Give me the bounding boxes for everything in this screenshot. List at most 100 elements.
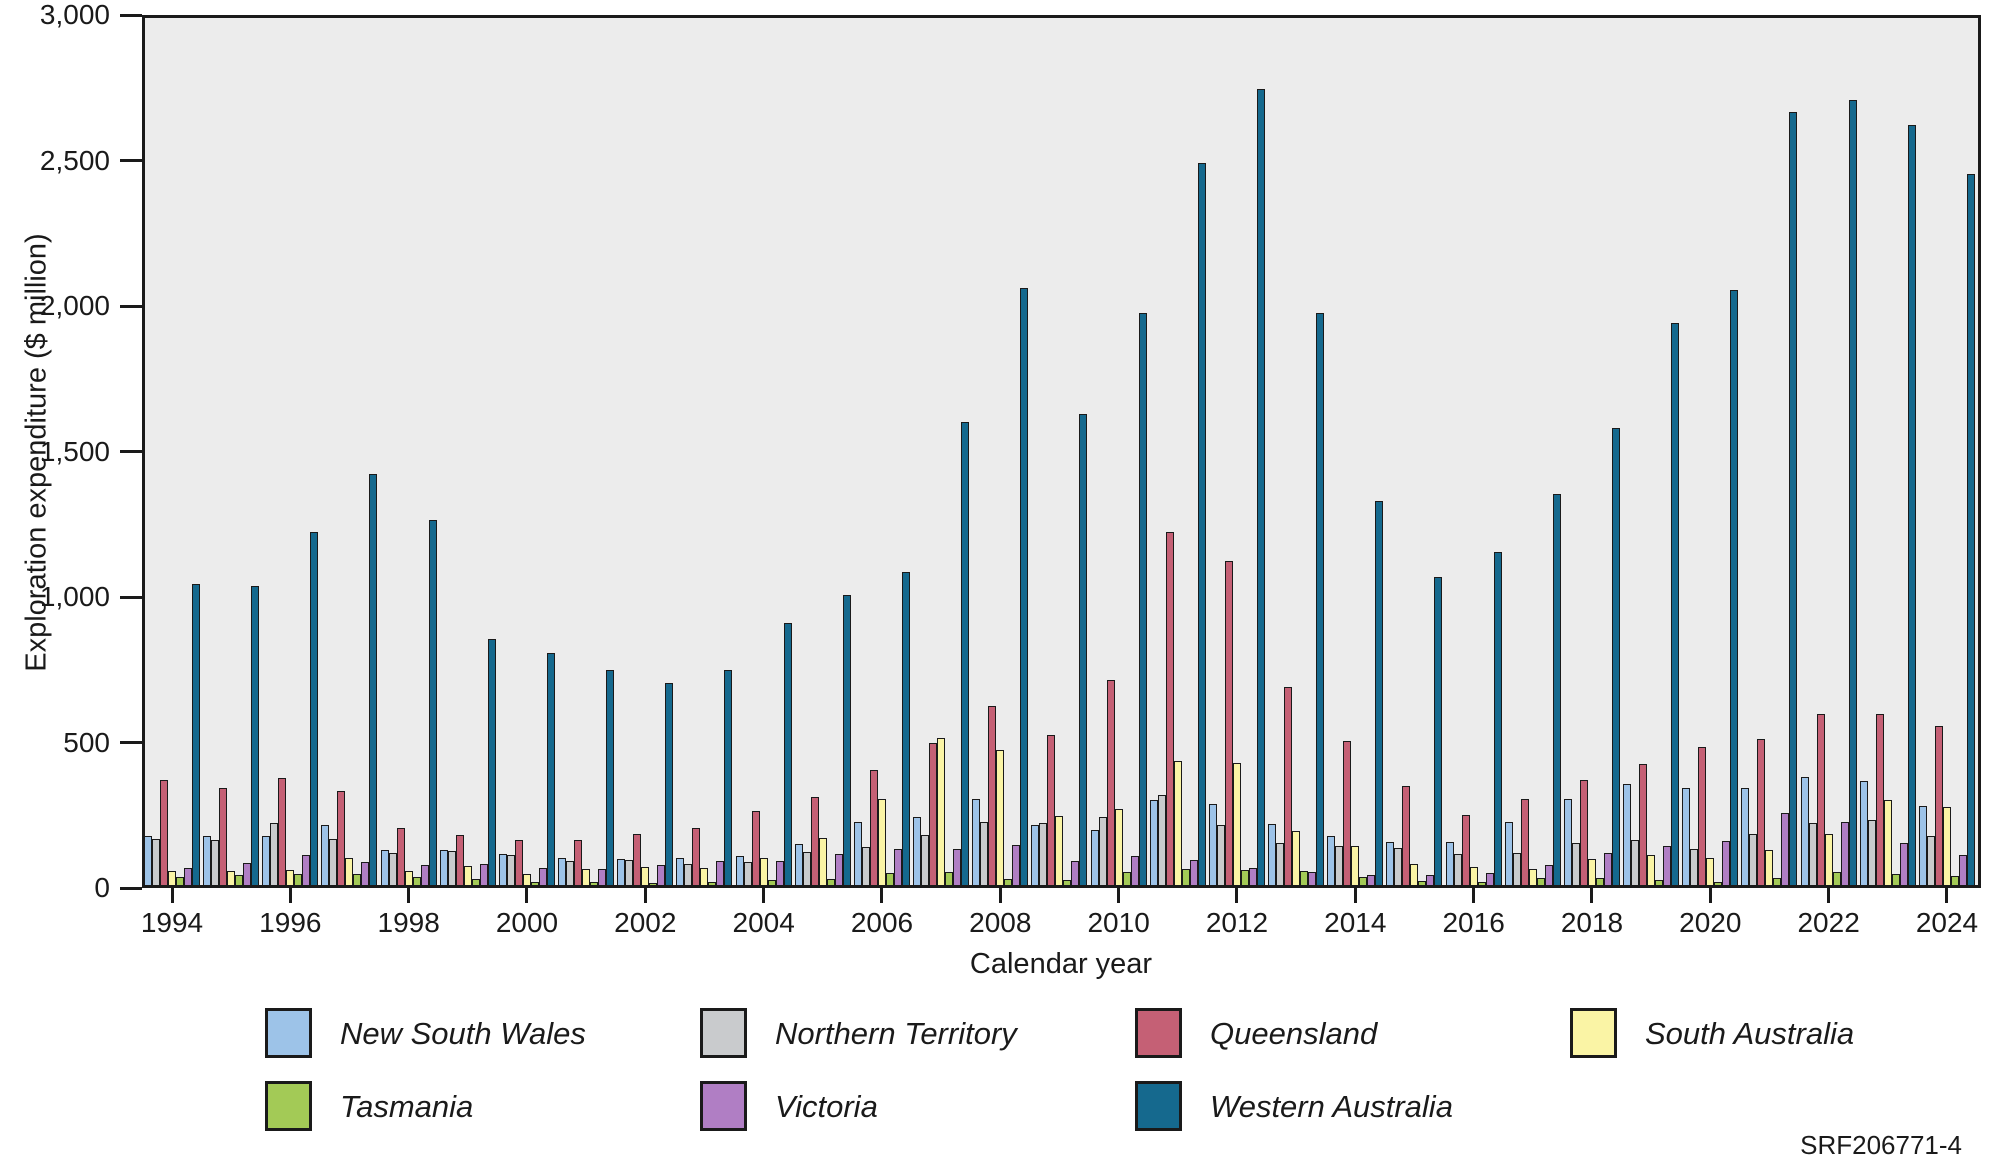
bar-northern-territory-2013	[1276, 842, 1285, 885]
bar-tasmania-2002	[649, 882, 658, 885]
x-tick-label: 2004	[732, 907, 795, 938]
bar-queensland-2006	[869, 770, 878, 885]
bar-queensland-2002	[633, 833, 642, 885]
y-tick-label: 500	[63, 726, 110, 758]
bar-western-australia-2009	[1079, 413, 1088, 885]
bar-new-south-wales-2006	[853, 821, 862, 885]
bar-northern-territory-2001	[566, 860, 575, 885]
bar-victoria-2020	[1722, 841, 1731, 885]
bar-western-australia-2018	[1611, 428, 1620, 885]
bar-western-australia-2016	[1493, 551, 1502, 885]
bar-northern-territory-1996	[270, 823, 279, 885]
bar-western-australia-2017	[1552, 493, 1561, 885]
bar-western-australia-2002	[665, 683, 674, 885]
x-tick-mark	[1945, 888, 1949, 903]
bar-northern-territory-2006	[861, 847, 870, 885]
bar-victoria-2017	[1544, 865, 1553, 885]
bar-northern-territory-2022	[1808, 822, 1817, 885]
bar-victoria-2010	[1130, 855, 1139, 885]
bar-south-australia-1998	[404, 871, 413, 885]
bar-western-australia-2020	[1730, 289, 1739, 885]
bar-south-australia-2009	[1055, 816, 1064, 885]
bar-queensland-2001	[574, 840, 583, 885]
x-tick-label: 2002	[614, 907, 677, 938]
bar-queensland-1996	[278, 778, 287, 885]
bar-new-south-wales-2011	[1149, 800, 1158, 885]
bar-tasmania-1997	[353, 873, 362, 885]
bar-queensland-2024	[1934, 725, 1943, 885]
bar-northern-territory-2010	[1098, 816, 1107, 885]
bar-victoria-2004	[775, 860, 784, 885]
x-tick-label: 2016	[1442, 907, 1505, 938]
bar-victoria-2023	[1899, 842, 1908, 885]
bar-western-australia-1996	[310, 532, 319, 885]
bar-queensland-2003	[692, 827, 701, 885]
bar-south-australia-1997	[345, 857, 354, 885]
bar-south-australia-2004	[759, 857, 768, 885]
bar-new-south-wales-2009	[1031, 825, 1040, 885]
bar-tasmania-2023	[1891, 874, 1900, 885]
bar-south-australia-2021	[1765, 849, 1774, 885]
x-tick-mark	[407, 888, 411, 903]
bar-victoria-2008	[1012, 845, 1021, 885]
bar-victoria-2007	[953, 848, 962, 885]
bar-new-south-wales-2018	[1563, 798, 1572, 885]
bar-northern-territory-2024	[1926, 835, 1935, 885]
x-tick-mark	[1235, 888, 1239, 903]
x-tick-label: 1998	[377, 907, 440, 938]
bar-new-south-wales-2020	[1682, 788, 1691, 885]
bar-western-australia-1994	[192, 583, 200, 885]
y-tick-mark	[120, 159, 142, 162]
x-tick-mark	[1590, 888, 1594, 903]
bar-queensland-2005	[810, 796, 819, 885]
y-tick-label: 2,500	[39, 144, 110, 176]
bar-new-south-wales-2001	[558, 857, 567, 885]
bar-south-australia-2002	[641, 866, 650, 885]
bar-northern-territory-2005	[802, 851, 811, 885]
bar-western-australia-2000	[546, 653, 555, 885]
y-tick-label: 1,500	[39, 435, 110, 467]
bar-western-australia-1998	[428, 519, 437, 885]
bar-tasmania-1998	[412, 876, 421, 885]
bar-new-south-wales-2010	[1090, 829, 1099, 885]
bar-western-australia-2007	[961, 422, 970, 885]
bar-western-australia-1995	[251, 585, 260, 885]
bar-tasmania-2006	[885, 873, 894, 885]
bar-northern-territory-2000	[506, 854, 515, 885]
bar-south-australia-2024	[1942, 807, 1951, 885]
bar-new-south-wales-2024	[1918, 806, 1927, 885]
bar-victoria-1996	[302, 855, 311, 885]
bar-western-australia-2003	[724, 669, 733, 885]
legend-label: Victoria	[775, 1089, 878, 1124]
bar-new-south-wales-2023	[1859, 781, 1868, 885]
bar-northern-territory-2007	[921, 835, 930, 885]
bar-tasmania-2010	[1122, 871, 1131, 885]
bar-tasmania-2009	[1063, 880, 1072, 885]
bar-victoria-2006	[893, 849, 902, 885]
bar-northern-territory-2020	[1690, 848, 1699, 885]
bar-victoria-1997	[361, 862, 370, 885]
bar-western-australia-2001	[606, 670, 615, 885]
bar-northern-territory-2018	[1571, 842, 1580, 885]
x-tick-mark	[1117, 888, 1121, 903]
x-tick-mark	[288, 888, 292, 903]
x-tick-label: 1996	[259, 907, 322, 938]
bar-victoria-1998	[420, 864, 429, 885]
x-axis-title: Calendar year	[969, 948, 1153, 980]
bar-northern-territory-2019	[1631, 840, 1640, 885]
legend-label: Northern Territory	[775, 1016, 1017, 1051]
legend-swatch-south-australia	[1570, 1008, 1617, 1058]
bar-tasmania-2003	[708, 881, 717, 885]
bar-tasmania-2000	[530, 881, 539, 885]
bar-south-australia-2020	[1706, 857, 1715, 885]
bar-tasmania-1995	[235, 875, 244, 885]
bar-victoria-1994	[184, 868, 192, 885]
x-tick-label: 2006	[850, 907, 914, 938]
bar-western-australia-2005	[842, 594, 851, 885]
bar-northern-territory-2015	[1394, 847, 1403, 885]
bar-western-australia-2006	[901, 572, 910, 885]
bar-northern-territory-2009	[1039, 823, 1048, 885]
bar-south-australia-2016	[1469, 866, 1478, 885]
bar-south-australia-2000	[522, 873, 531, 885]
bar-queensland-2014	[1343, 740, 1352, 885]
